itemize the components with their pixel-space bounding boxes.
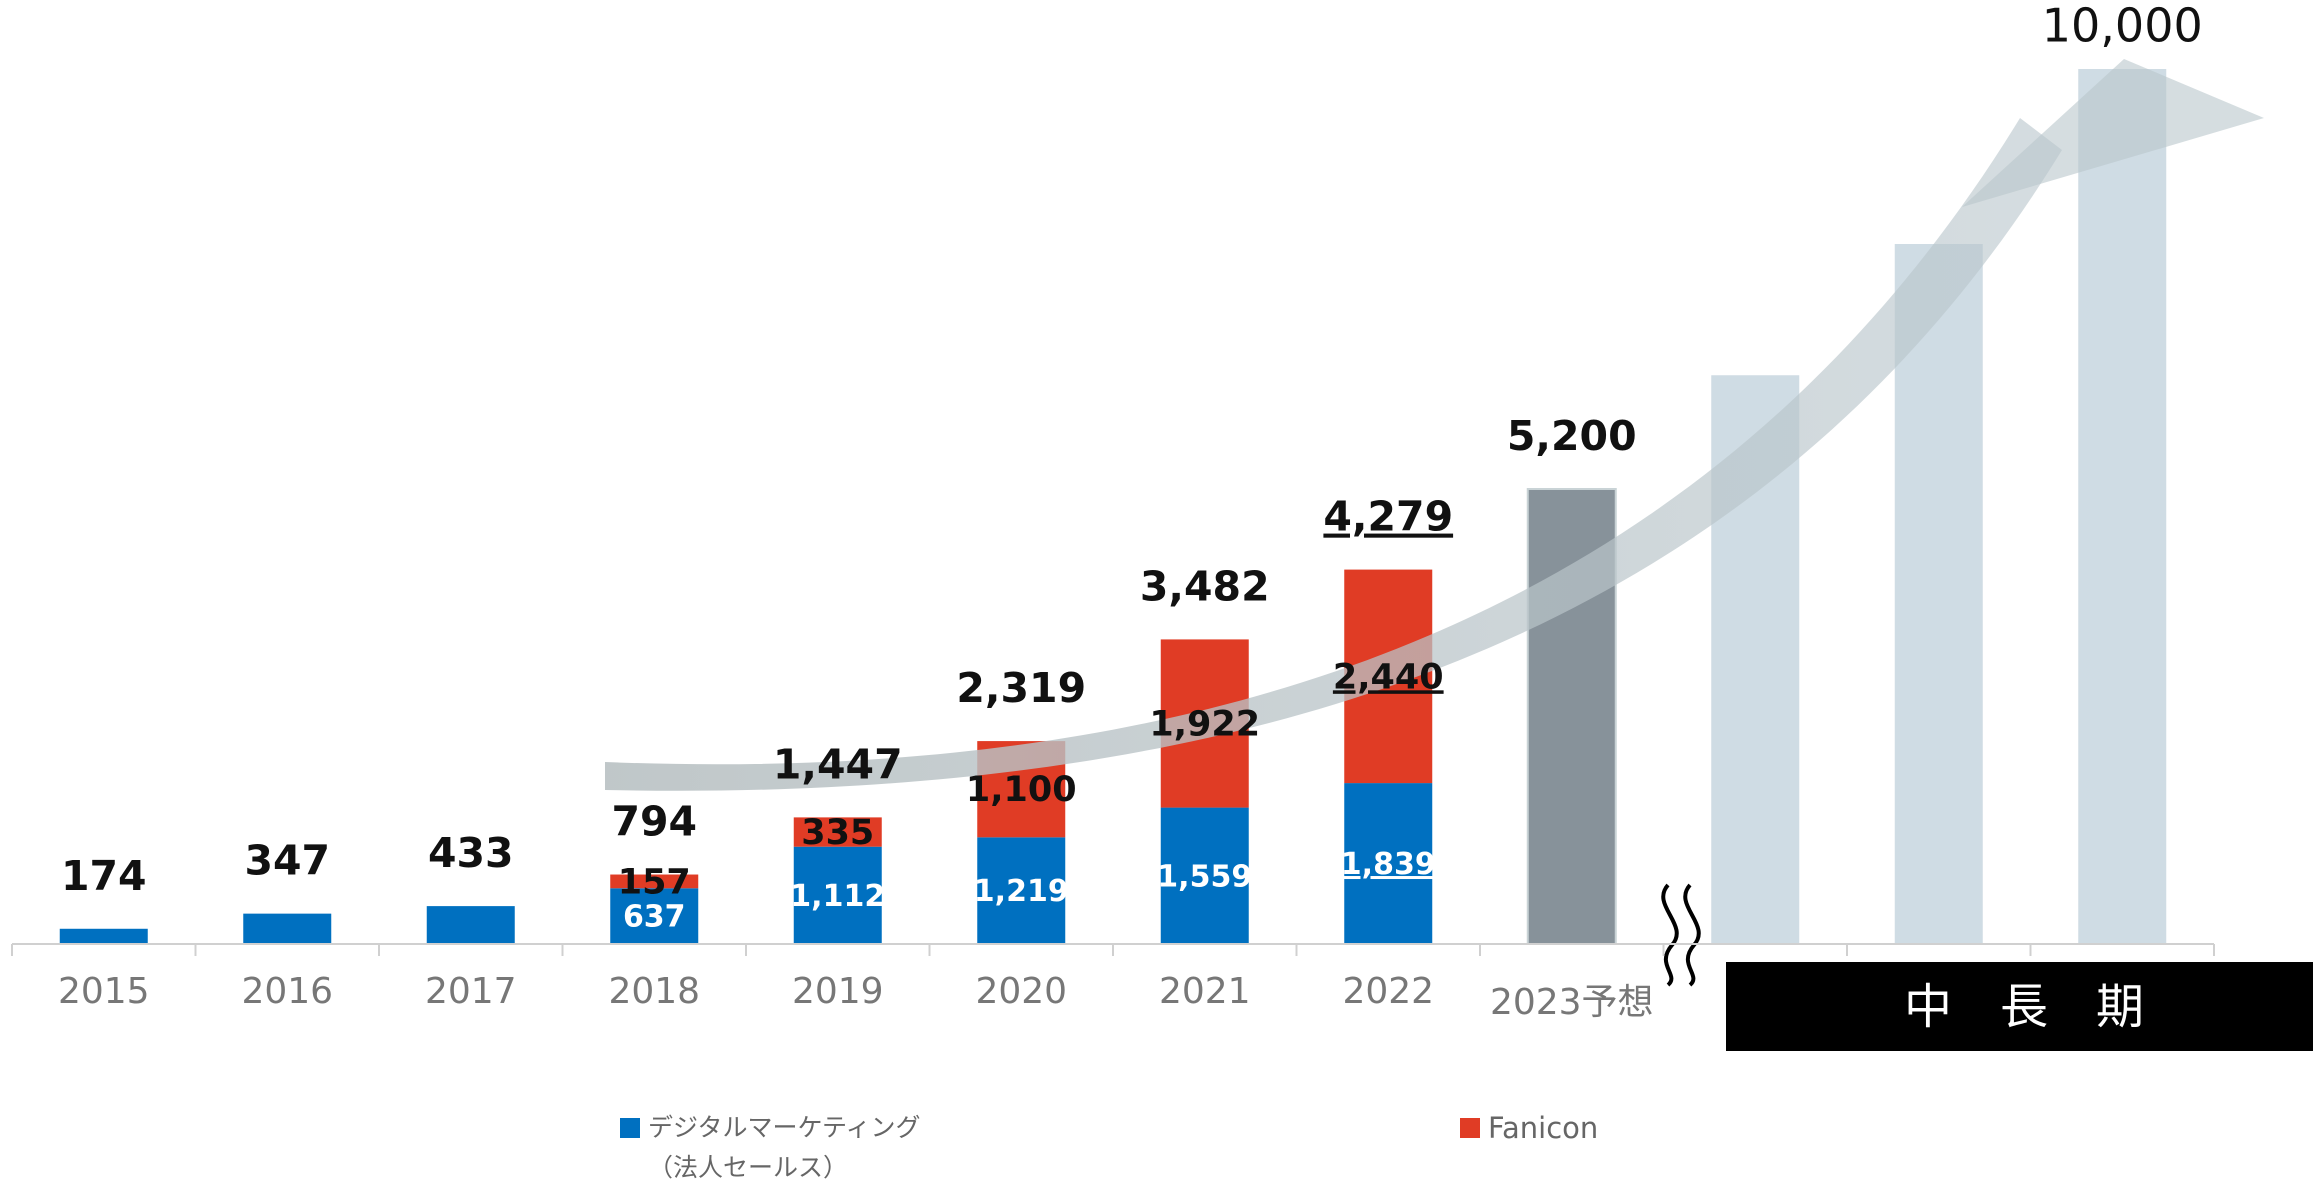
value-label: 335 <box>801 813 874 853</box>
total-label: 794 <box>611 798 697 846</box>
x-tick-label: 2021 <box>1159 971 1251 1012</box>
value-label: 1,112 <box>790 879 885 914</box>
total-label: 4,279 <box>1323 493 1453 541</box>
legend-item: Fanicon <box>1460 1108 1598 1148</box>
total-label: 2,319 <box>956 664 1086 712</box>
x-tick-label: 2018 <box>608 971 700 1012</box>
total-label: 433 <box>428 829 514 877</box>
axis-break <box>1661 883 1701 987</box>
total-label: 1,447 <box>773 740 903 788</box>
value-label: 1,100 <box>966 770 1077 810</box>
x-tick-label: 2017 <box>425 971 517 1012</box>
legend-item: デジタルマーケティング （法人セールス） <box>620 1108 921 1181</box>
bar-segment <box>1160 807 1249 944</box>
total-label: 347 <box>244 837 330 885</box>
value-label: 157 <box>618 862 691 902</box>
total-label: 10,000 <box>2042 0 2203 53</box>
x-tick-label: 2015 <box>58 971 150 1012</box>
bars <box>59 69 2167 945</box>
growth-arrow-head <box>1962 59 2264 207</box>
midterm-box <box>1726 962 2313 1051</box>
bar-segment <box>243 913 332 944</box>
x-tick-label: 2020 <box>975 971 1067 1012</box>
legend-label: Fanicon <box>1488 1111 1599 1145</box>
total-label: 5,200 <box>1507 412 1637 460</box>
value-label: 1,219 <box>974 874 1069 909</box>
x-tick-label: 2019 <box>792 971 884 1012</box>
x-tick-label: 2022 <box>1342 971 1434 1012</box>
legend-swatch <box>620 1118 640 1138</box>
total-label: 3,482 <box>1140 562 1270 610</box>
midterm-bar <box>1894 244 1983 944</box>
value-label: 1,839 <box>1341 847 1436 882</box>
bar-segment <box>610 888 699 944</box>
x-tick-label: 2023予想 <box>1490 982 1654 1023</box>
bar-segment <box>977 837 1066 944</box>
bar-segment <box>59 928 148 944</box>
value-label: 1,922 <box>1149 705 1260 745</box>
total-label: 174 <box>61 852 147 900</box>
x-tick-label: 2016 <box>241 971 333 1012</box>
legend-label: デジタルマーケティング （法人セールス） <box>648 1113 921 1181</box>
legend-swatch <box>1460 1118 1480 1138</box>
bar-segment <box>426 906 515 944</box>
bar-segment <box>793 817 882 847</box>
bar-segment <box>610 874 699 889</box>
bar-segment <box>1344 783 1433 944</box>
bar-segment <box>793 846 882 944</box>
value-label: 2,440 <box>1333 657 1444 697</box>
midterm-bar <box>2078 69 2167 944</box>
growth-arrow-body <box>605 118 2062 791</box>
value-label: 1,559 <box>1157 859 1252 894</box>
value-label: 637 <box>623 900 686 935</box>
midterm-label: 中 長 期 <box>1904 979 2144 1035</box>
